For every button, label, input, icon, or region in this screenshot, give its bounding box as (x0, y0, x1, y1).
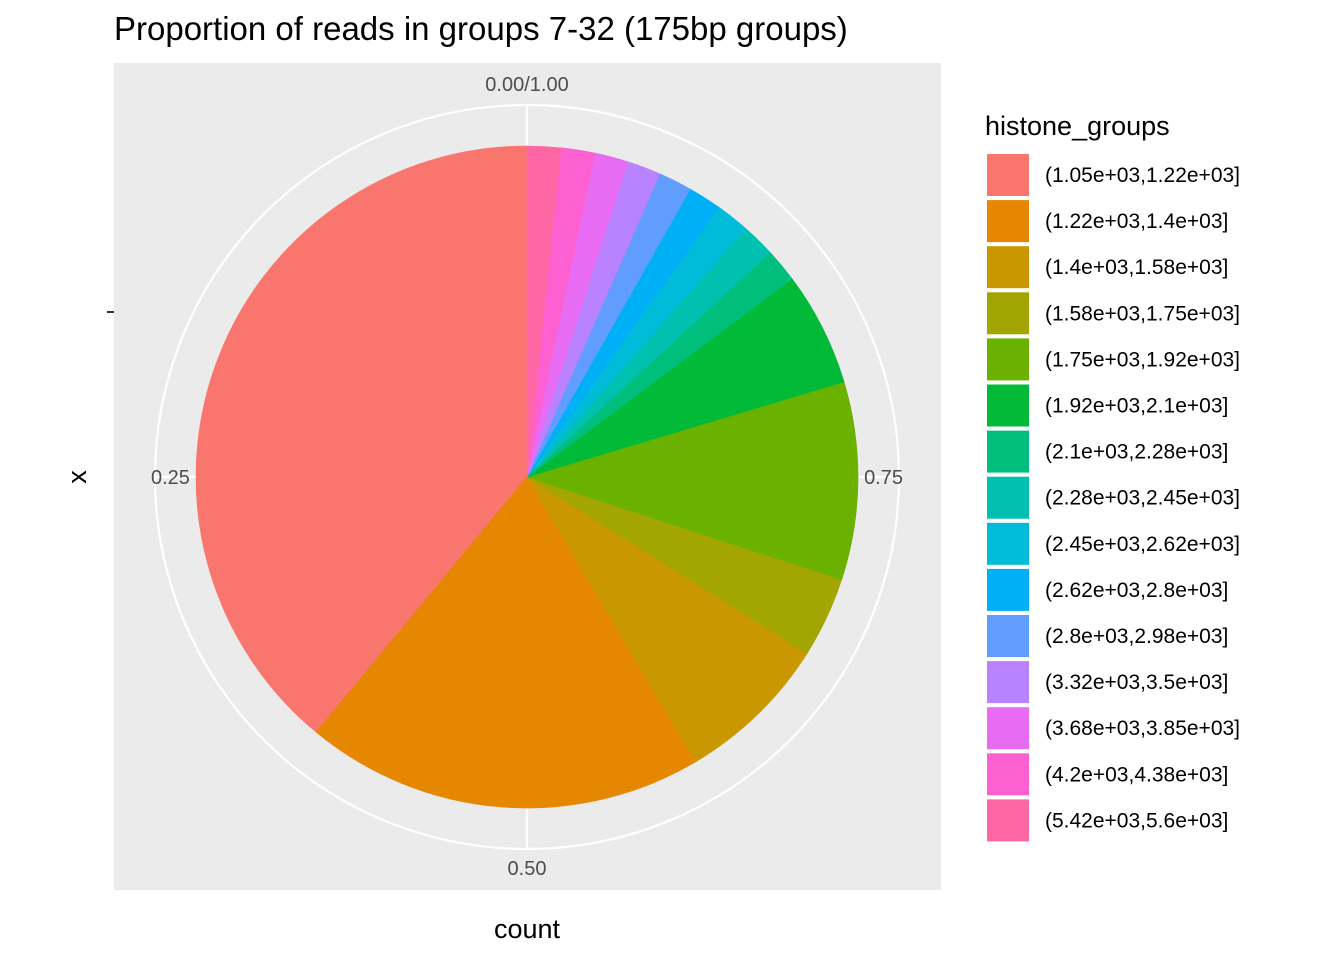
pie-slice (315, 476, 697, 809)
angular-tick-labels: 0.00/1.00 0.25 0.50 0.75 (151, 74, 903, 880)
y-axis-title: x (62, 470, 92, 484)
legend-label: (3.32e+03,3.5e+03] (1045, 671, 1228, 694)
legend: (1.05e+03,1.22e+03] (1.22e+03,1.4e+03] (1.… (987, 154, 1240, 842)
legend-title: histone_groups (985, 111, 1170, 141)
legend-label: (3.68e+03,3.85e+03] (1045, 717, 1240, 740)
x-axis-title: count (494, 914, 561, 944)
legend-key (987, 338, 1029, 381)
pie-slice (526, 145, 562, 478)
angular-tick-label: 0.50 (508, 858, 547, 880)
pie-slice (526, 476, 808, 763)
legend-key (987, 384, 1029, 427)
angular-tick-label: 0.75 (864, 467, 903, 489)
legend-label: (4.2e+03,4.38e+03] (1045, 763, 1228, 786)
legend-key (987, 522, 1029, 565)
angular-tick-label: 0.00/1.00 (485, 74, 568, 96)
legend-label: (2.28e+03,2.45e+03] (1045, 487, 1240, 510)
pie-slice (195, 145, 528, 733)
legend-key (987, 292, 1029, 335)
legend-label: (1.22e+03,1.4e+03] (1045, 210, 1228, 233)
legend-label: (1.4e+03,1.58e+03] (1045, 256, 1228, 279)
legend-key (987, 615, 1029, 657)
legend-key (987, 200, 1029, 243)
legend-label: (2.45e+03,2.62e+03] (1045, 533, 1240, 556)
legend-key (987, 154, 1029, 196)
legend-label: (1.92e+03,2.1e+03] (1045, 395, 1228, 418)
legend-label: (2.62e+03,2.8e+03] (1045, 579, 1228, 602)
pie-slice (525, 381, 859, 581)
legend-label: (5.42e+03,5.6e+03] (1045, 809, 1228, 832)
legend-key (987, 430, 1029, 473)
pie-slices (195, 145, 859, 809)
legend-label: (1.75e+03,1.92e+03] (1045, 348, 1240, 371)
legend-key (987, 246, 1029, 289)
angular-tick-label: 0.25 (151, 467, 190, 489)
legend-label: (2.8e+03,2.98e+03] (1045, 625, 1228, 648)
chart-title: Proportion of reads in groups 7-32 (175b… (114, 10, 848, 47)
legend-key (987, 753, 1029, 796)
legend-key (987, 661, 1029, 704)
legend-key (987, 707, 1029, 750)
legend-key (987, 568, 1029, 611)
legend-key (987, 799, 1029, 842)
legend-label: (1.05e+03,1.22e+03] (1045, 164, 1240, 187)
legend-label: (2.1e+03,2.28e+03] (1045, 441, 1228, 464)
legend-key (987, 476, 1029, 519)
legend-label: (1.58e+03,1.75e+03] (1045, 302, 1240, 325)
